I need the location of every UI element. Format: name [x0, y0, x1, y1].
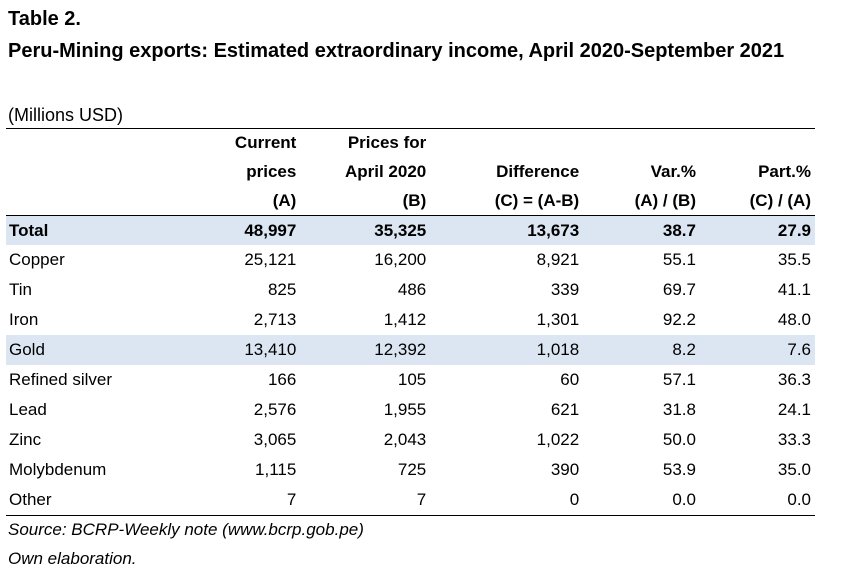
cell-part: 24.1 [777, 400, 811, 419]
cell-current: 1,115 [255, 460, 297, 479]
elaboration-note: Own elaboration. [8, 549, 137, 568]
cell-var: 69.7 [662, 280, 696, 299]
cell-prices-2020: 7 [416, 490, 427, 509]
cell-difference: 339 [550, 280, 580, 299]
cell-var: 31.8 [662, 400, 696, 419]
table-number: Table 2. [8, 8, 81, 30]
cell-part: 0.0 [787, 490, 811, 509]
table-header: Current Prices for prices April 2020 Dif… [6, 129, 815, 216]
cell-var: 92.2 [662, 310, 696, 329]
cell-current: 7 [286, 490, 297, 509]
table-row: Lead 2,576 1,955 621 31.8 24.1 [6, 395, 815, 425]
cell-part: 33.3 [777, 430, 811, 449]
cell-prices-2020: 35,325 [374, 220, 427, 240]
table-row-total: Total 48,997 35,325 13,673 38.7 27.9 [6, 215, 815, 245]
cell-difference: 13,673 [527, 220, 580, 240]
cell-difference: 1,022 [536, 430, 580, 449]
cell-current: 25,121 [244, 250, 297, 269]
cell-part: 35.0 [777, 460, 811, 479]
cell-prices-2020: 16,200 [374, 250, 427, 269]
table-row: Molybdenum 1,115 725 390 53.9 35.0 [6, 455, 815, 485]
row-label: Zinc [9, 430, 42, 449]
cell-prices-2020: 725 [397, 460, 427, 479]
row-label: Other [9, 490, 52, 509]
cell-difference: 1,018 [536, 340, 580, 359]
row-label: Iron [9, 310, 39, 329]
header-current-formula: (A) [272, 190, 297, 210]
units-label: (Millions USD) [8, 105, 124, 125]
header-part-formula: (C) / (A) [749, 190, 811, 210]
cell-prices-2020: 12,392 [374, 340, 427, 359]
cell-difference: 1,301 [536, 310, 580, 329]
header-current-line2: prices [246, 162, 297, 181]
cell-prices-2020: 2,043 [383, 430, 427, 449]
cell-prices-2020: 1,412 [383, 310, 427, 329]
cell-difference: 390 [550, 460, 580, 479]
header-var-formula: (A) / (B) [634, 190, 696, 210]
row-label: Molybdenum [9, 460, 107, 479]
table-row: Tin 825 486 339 69.7 41.1 [6, 275, 815, 305]
row-label: Refined silver [9, 370, 112, 389]
table-title: Peru-Mining exports: Estimated extraordi… [8, 40, 785, 62]
header-difference: Difference [496, 162, 580, 181]
cell-part: 35.5 [777, 250, 811, 269]
exports-table: Current Prices for prices April 2020 Dif… [6, 128, 815, 516]
cell-part: 41.1 [777, 280, 811, 299]
cell-current: 48,997 [244, 220, 297, 240]
table-row: Copper 25,121 16,200 8,921 55.1 35.5 [6, 245, 815, 275]
header-row-3: (A) (B) (C) = (A-B) (A) / (B) (C) / (A) [6, 187, 815, 216]
cell-current: 166 [267, 370, 297, 389]
cell-part: 27.9 [777, 220, 811, 240]
cell-difference: 60 [560, 370, 580, 389]
cell-current: 13,410 [244, 340, 297, 359]
row-label: Lead [9, 400, 47, 419]
cell-prices-2020: 486 [397, 280, 427, 299]
row-label: Copper [9, 250, 65, 269]
header-current-line1: Current [234, 133, 297, 153]
cell-var: 38.7 [662, 220, 696, 240]
cell-current: 3,065 [253, 430, 297, 449]
cell-current: 2,713 [253, 310, 297, 329]
cell-var: 57.1 [662, 370, 696, 389]
table-row: Refined silver 166 105 60 57.1 36.3 [6, 365, 815, 395]
header-prices2020-formula: (B) [402, 190, 427, 210]
source-note: Source: BCRP-Weekly note (www.bcrp.gob.p… [8, 520, 364, 539]
cell-part: 36.3 [777, 370, 811, 389]
cell-var: 8.2 [672, 340, 696, 359]
table-row: Other 7 7 0 0.0 0.0 [6, 485, 815, 516]
header-var: Var.% [650, 162, 696, 181]
header-row-1: Current Prices for [6, 129, 815, 158]
cell-part: 48.0 [777, 310, 811, 329]
cell-var: 0.0 [672, 490, 696, 509]
cell-var: 53.9 [662, 460, 696, 479]
table-row: Gold 13,410 12,392 1,018 8.2 7.6 [6, 335, 815, 365]
cell-prices-2020: 105 [397, 370, 427, 389]
header-prices2020-line1: Prices for [347, 133, 427, 153]
cell-current: 825 [267, 280, 297, 299]
cell-difference: 8,921 [536, 250, 580, 269]
cell-part: 7.6 [787, 340, 811, 359]
header-difference-formula: (C) = (A-B) [494, 190, 580, 210]
table-row: Zinc 3,065 2,043 1,022 50.0 33.3 [6, 425, 815, 455]
cell-difference: 621 [550, 400, 580, 419]
cell-current: 2,576 [253, 400, 297, 419]
cell-prices-2020: 1,955 [383, 400, 427, 419]
row-label: Tin [9, 280, 32, 299]
header-prices2020-line2: April 2020 [344, 162, 427, 181]
cell-difference: 0 [569, 490, 580, 509]
row-label: Gold [9, 340, 45, 359]
cell-var: 55.1 [662, 250, 696, 269]
cell-var: 50.0 [662, 430, 696, 449]
table-row: Iron 2,713 1,412 1,301 92.2 48.0 [6, 305, 815, 335]
header-part: Part.% [758, 162, 811, 181]
row-label: Total [9, 220, 49, 240]
header-row-2: prices April 2020 Difference Var.% Part.… [6, 158, 815, 187]
table-body: Total 48,997 35,325 13,673 38.7 27.9 Cop… [6, 215, 815, 516]
